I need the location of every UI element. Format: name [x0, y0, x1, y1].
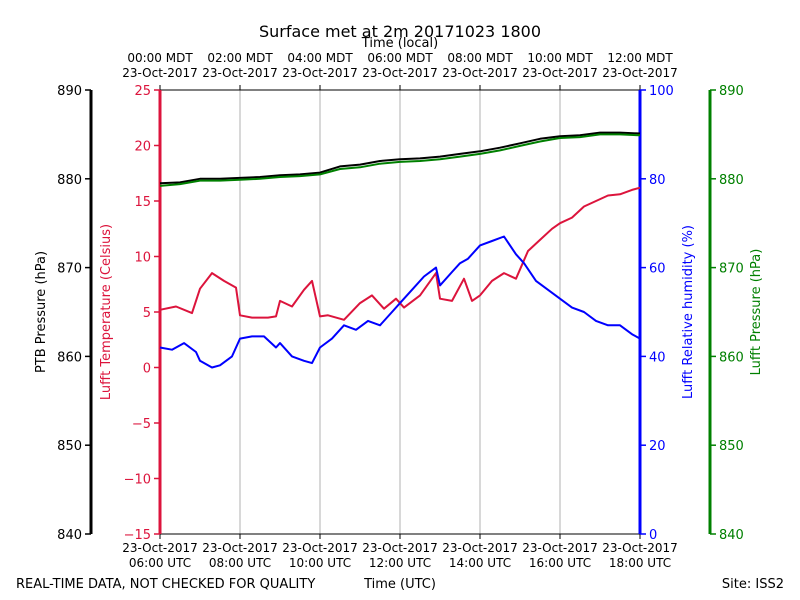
- x-tick-label-local-time: 08:00 MDT: [447, 51, 513, 65]
- x-tick-label-local-date: 23-Oct-2017: [282, 66, 358, 80]
- x-tick-label-utc-date: 23-Oct-2017: [282, 541, 358, 555]
- y-tick-label-lufft_pressure: 890: [719, 84, 744, 99]
- y-tick-label-lufft_pressure: 860: [719, 350, 744, 365]
- y-tick-label-lufft_pressure: 880: [719, 173, 744, 188]
- y-tick-label-temperature: −5: [132, 417, 151, 432]
- y-tick-label-temperature: −10: [124, 473, 151, 488]
- y-tick-label-temperature: 25: [134, 84, 151, 99]
- y-tick-label-ptb_pressure: 870: [57, 262, 82, 277]
- y-tick-label-lufft_pressure: 850: [719, 439, 744, 454]
- y-tick-label-ptb_pressure: 850: [57, 439, 82, 454]
- y-tick-label-temperature: 5: [143, 306, 151, 321]
- y-tick-label-lufft_pressure: 840: [719, 528, 744, 543]
- series-line-lufft-pressure: [159, 133, 641, 187]
- x-tick-label-local-time: 04:00 MDT: [287, 51, 353, 65]
- chart-title: Surface met at 2m 20171023 1800: [259, 22, 541, 41]
- y-tick-label-temperature: 15: [134, 195, 151, 210]
- y-tick-label-humidity: 20: [649, 439, 666, 454]
- y-axis-title-temperature: Lufft Temperature (Celsius): [99, 224, 114, 400]
- y-tick-label-humidity: 60: [649, 262, 666, 277]
- site-label: Site: ISS2: [722, 577, 784, 592]
- y-tick-label-humidity: 0: [649, 528, 657, 543]
- x-tick-label-utc-time: 08:00 UTC: [209, 556, 271, 570]
- x-tick-label-utc-date: 23-Oct-2017: [522, 541, 598, 555]
- y-axis-title-lufft_pressure: Lufft Pressure (hPa): [749, 249, 764, 376]
- x-tick-label-utc-time: 18:00 UTC: [609, 556, 671, 570]
- y-tick-label-temperature: 10: [134, 251, 151, 266]
- x-tick-label-utc-time: 10:00 UTC: [289, 556, 351, 570]
- x-tick-label-local-date: 23-Oct-2017: [122, 66, 198, 80]
- y-tick-label-ptb_pressure: 860: [57, 350, 82, 365]
- quality-disclaimer: REAL-TIME DATA, NOT CHECKED FOR QUALITY: [16, 577, 315, 592]
- y-tick-label-humidity: 80: [649, 173, 666, 188]
- y-tick-label-humidity: 100: [649, 84, 674, 99]
- x-tick-label-utc-time: 14:00 UTC: [449, 556, 511, 570]
- x-tick-label-local-time: 12:00 MDT: [607, 51, 673, 65]
- y-tick-label-humidity: 40: [649, 350, 666, 365]
- y-axis-title-humidity: Lufft Relative humidity (%): [681, 225, 696, 399]
- series-line-ptb-pressure: [159, 131, 641, 185]
- y-tick-label-lufft_pressure: 870: [719, 262, 744, 277]
- top-axis-title: Time (local): [361, 36, 438, 51]
- y-axis-title-ptb_pressure: PTB Pressure (hPa): [34, 251, 49, 373]
- x-tick-label-utc-time: 12:00 UTC: [369, 556, 431, 570]
- x-tick-label-local-date: 23-Oct-2017: [362, 66, 438, 80]
- x-tick-label-utc-date: 23-Oct-2017: [362, 541, 438, 555]
- y-tick-label-temperature: −15: [124, 528, 151, 543]
- x-tick-label-utc-date: 23-Oct-2017: [442, 541, 518, 555]
- x-tick-label-utc-date: 23-Oct-2017: [122, 541, 198, 555]
- y-tick-label-ptb_pressure: 840: [57, 528, 82, 543]
- x-tick-label-local-date: 23-Oct-2017: [522, 66, 598, 80]
- x-tick-label-local-date: 23-Oct-2017: [202, 66, 278, 80]
- x-tick-label-local-time: 06:00 MDT: [367, 51, 433, 65]
- series-line-lufft-relative-humidity: [159, 235, 641, 369]
- x-tick-label-utc-time: 06:00 UTC: [129, 556, 191, 570]
- x-tick-label-local-time: 02:00 MDT: [207, 51, 273, 65]
- x-tick-label-local-date: 23-Oct-2017: [442, 66, 518, 80]
- y-tick-label-ptb_pressure: 890: [57, 84, 82, 99]
- bottom-axis-title: Time (UTC): [363, 577, 436, 592]
- x-tick-label-local-time: 10:00 MDT: [527, 51, 593, 65]
- y-tick-label-temperature: 20: [134, 140, 151, 155]
- x-tick-label-local-date: 23-Oct-2017: [602, 66, 678, 80]
- x-tick-label-utc-date: 23-Oct-2017: [202, 541, 278, 555]
- x-tick-label-local-time: 00:00 MDT: [127, 51, 193, 65]
- x-tick-label-utc-time: 16:00 UTC: [529, 556, 591, 570]
- y-tick-label-temperature: 0: [143, 362, 151, 377]
- x-tick-label-utc-date: 23-Oct-2017: [602, 541, 678, 555]
- y-tick-label-ptb_pressure: 880: [57, 173, 82, 188]
